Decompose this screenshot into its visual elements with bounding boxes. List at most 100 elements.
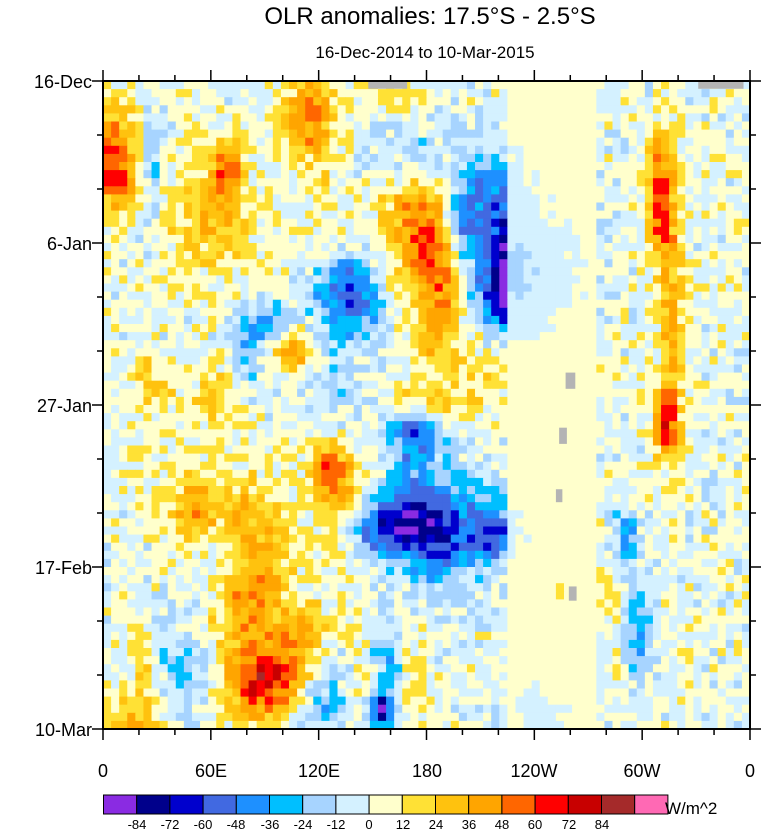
field-cell (596, 89, 605, 98)
field-cell (491, 405, 500, 414)
field-cell (256, 251, 266, 260)
field-cell (588, 202, 597, 211)
field-cell (588, 429, 597, 438)
field-cell (329, 275, 338, 284)
field-cell (685, 372, 694, 382)
field-cell (103, 291, 112, 301)
field-cell (588, 364, 597, 373)
field-cell (733, 372, 743, 382)
field-cell (531, 251, 541, 260)
field-cell (159, 575, 169, 584)
field-cell (337, 510, 347, 519)
field-cell (701, 275, 710, 284)
field-cell (305, 583, 314, 592)
field-cell (523, 299, 533, 309)
field-cell (563, 550, 573, 560)
field-cell (232, 421, 241, 430)
field-cell (183, 486, 193, 495)
field-cell (563, 461, 573, 471)
field-cell (539, 453, 549, 463)
field-cell (329, 97, 338, 106)
field-cell (725, 396, 735, 406)
field-cell (256, 105, 266, 114)
field-cell (434, 518, 444, 527)
field-cell (377, 502, 387, 511)
field-cell (345, 170, 355, 179)
field-cell (127, 259, 136, 268)
field-cell (741, 340, 750, 349)
field-cell (361, 396, 371, 406)
field-cell (572, 429, 581, 438)
field-cell (353, 153, 363, 163)
field-cell (580, 275, 589, 284)
field-cell (741, 194, 750, 203)
field-cell (669, 445, 678, 454)
field-cell (248, 510, 258, 519)
field-cell (289, 315, 298, 325)
field-cell (103, 372, 112, 382)
field-cell (483, 477, 492, 487)
field-cell (636, 202, 646, 211)
field-cell (361, 486, 371, 495)
field-cell (119, 550, 128, 560)
field-cell (685, 145, 694, 155)
field-cell (345, 567, 355, 576)
field-cell (208, 283, 217, 292)
field-cell (240, 372, 249, 382)
field-cell (200, 526, 209, 535)
field-cell (345, 137, 355, 147)
field-cell (555, 283, 565, 292)
field-cell (507, 550, 516, 560)
field-cell (466, 315, 476, 325)
field-cell (329, 429, 338, 438)
field-cell (539, 186, 549, 195)
field-cell (191, 202, 201, 211)
field-cell (175, 267, 185, 276)
field-cell (717, 453, 727, 463)
field-cell (248, 234, 258, 244)
field-cell (733, 243, 743, 252)
field-cell (507, 113, 516, 122)
field-cell (159, 129, 169, 139)
field-cell (111, 445, 120, 454)
field-cell (515, 186, 524, 195)
field-cell (200, 251, 209, 260)
field-cell (240, 453, 249, 463)
field-cell (256, 170, 266, 179)
field-cell (709, 89, 719, 98)
field-cell (345, 251, 355, 260)
field-cell (685, 97, 694, 106)
field-cell (410, 307, 419, 317)
field-cell (111, 324, 120, 333)
field-cell (143, 461, 152, 471)
field-cell (685, 421, 694, 430)
field-cell (232, 145, 241, 155)
field-cell (725, 405, 735, 414)
field-cell (491, 396, 500, 406)
field-cell (669, 567, 678, 576)
field-cell (200, 275, 209, 284)
field-cell (636, 340, 646, 349)
field-cell (491, 477, 500, 487)
field-cell (725, 421, 735, 430)
field-cell (232, 486, 241, 495)
field-cell (289, 178, 298, 187)
field-cell (386, 105, 395, 114)
field-cell (612, 445, 621, 454)
field-cell (596, 453, 605, 463)
field-cell (563, 267, 573, 276)
field-cell (515, 356, 524, 365)
field-cell (491, 502, 500, 511)
field-cell (442, 137, 452, 147)
field-cell (499, 324, 508, 333)
field-cell (127, 162, 136, 171)
field-cell (466, 267, 476, 276)
field-cell (167, 113, 177, 122)
field-cell (483, 324, 492, 333)
field-cell (127, 194, 136, 203)
field-cell (305, 145, 314, 155)
field-cell (200, 575, 209, 584)
field-cell (450, 267, 460, 276)
field-cell (483, 291, 492, 301)
field-cell (337, 234, 347, 244)
